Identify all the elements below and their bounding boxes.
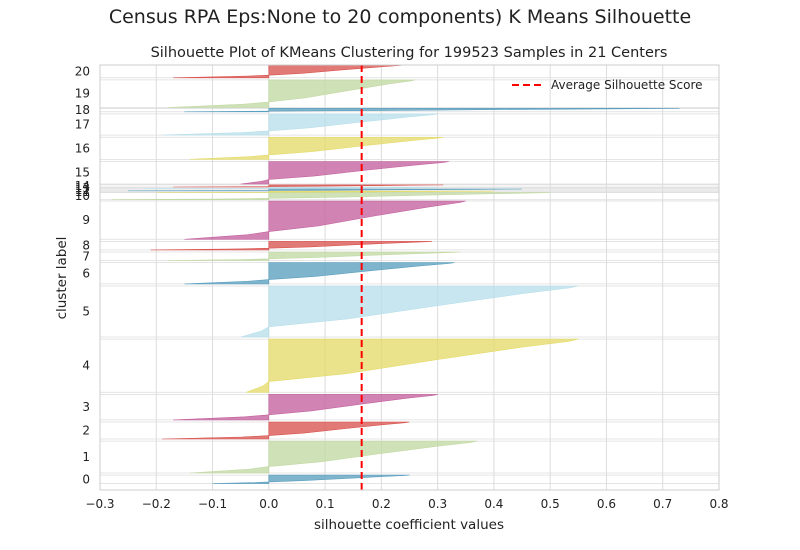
silhouette-area-cluster-2: [161, 421, 410, 440]
grid: [99, 64, 720, 490]
x-tick-labels: −0.3 −0.2 −0.1 0.0 0.1 0.2 0.3 0.4 0.5 0.6 0.7 0.8: [85, 497, 728, 511]
figure-title: Census RPA Eps:None to 20 components) K …: [108, 6, 692, 28]
y-tick-label: 0: [82, 472, 90, 486]
silhouette-area-cluster-5: [240, 285, 579, 338]
y-tick-label: 8: [82, 239, 90, 253]
y-tick-label: 4: [82, 359, 90, 373]
silhouette-area-cluster-12: [128, 188, 523, 192]
silhouette-area-cluster-20: [173, 64, 404, 79]
x-tick-label: 0.1: [316, 497, 335, 511]
y-tick-label: 12: [75, 183, 90, 197]
silhouette-area-cluster-6: [184, 262, 455, 285]
y-tick-label: 14: [75, 179, 90, 193]
y-tick-label: 19: [75, 87, 90, 101]
silhouette-area-cluster-9: [184, 200, 466, 240]
silhouette-area-cluster-19: [167, 79, 416, 108]
silhouette-area-cluster-4: [246, 338, 579, 393]
silhouette-area-cluster-11: [156, 190, 494, 193]
silhouette-areas: [111, 64, 680, 484]
silhouette-area-cluster-8: [150, 241, 433, 251]
x-tick-label: 0.5: [541, 497, 560, 511]
y-tick-label: 5: [82, 305, 90, 319]
y-tick-label: 13: [75, 181, 90, 195]
x-tick-label: 0.8: [709, 497, 728, 511]
silhouette-area-cluster-15: [240, 161, 449, 185]
legend-entry-average: Average Silhouette Score: [551, 78, 703, 92]
chart-title: Silhouette Plot of KMeans Clustering for…: [151, 45, 668, 61]
plot-frame: [99, 64, 720, 491]
x-tick-label: 0.3: [428, 497, 447, 511]
x-tick-label: 0.6: [597, 497, 616, 511]
y-tick-label: 17: [75, 118, 90, 132]
silhouette-area-cluster-16: [189, 137, 444, 160]
silhouette-area-cluster-17: [161, 113, 438, 136]
y-tick-label: 11: [75, 185, 90, 199]
silhouette-area-cluster-14: [173, 184, 444, 188]
y-tick-label: 16: [75, 141, 90, 155]
legend: Average Silhouette Score: [512, 78, 703, 92]
y-tick-label: 10: [75, 189, 90, 203]
y-tick-label: 2: [82, 424, 90, 438]
y-tick-label: 3: [82, 400, 90, 414]
silhouette-area-cluster-7: [167, 251, 461, 261]
y-tick-label: 7: [82, 249, 90, 263]
x-tick-label: 0.2: [372, 497, 391, 511]
y-tick-label: 18: [75, 103, 90, 117]
silhouette-area-cluster-18: [184, 108, 680, 113]
y-tick-label: 15: [75, 166, 90, 180]
silhouette-area-cluster-0: [212, 474, 410, 484]
x-tick-label: −0.1: [198, 497, 227, 511]
y-tick-label: 20: [75, 64, 90, 78]
x-tick-label: 0.7: [653, 497, 672, 511]
x-axis-label: silhouette coefficient values: [314, 517, 504, 533]
y-tick-label: 6: [82, 266, 90, 280]
x-tick-label: −0.2: [142, 497, 171, 511]
x-tick-label: 0.4: [484, 497, 503, 511]
silhouette-area-cluster-3: [173, 394, 438, 421]
x-tick-label: −0.3: [85, 497, 114, 511]
x-tick-label: 0.0: [259, 497, 278, 511]
silhouette-area-cluster-10: [111, 192, 551, 200]
y-tick-label: 1: [82, 450, 90, 464]
y-axis-label: cluster label: [54, 237, 70, 320]
y-tick-label: 9: [82, 213, 90, 227]
silhouette-area-cluster-1: [189, 440, 478, 474]
